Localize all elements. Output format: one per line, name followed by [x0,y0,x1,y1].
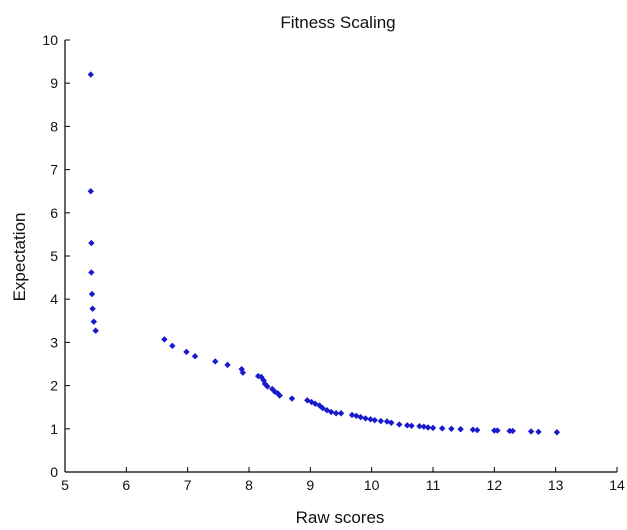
data-point [509,427,516,435]
data-point [473,426,481,434]
chart-title: Fitness Scaling [280,13,395,32]
y-tick-label: 6 [50,205,58,221]
data-point [348,411,356,419]
x-tick-label: 8 [245,477,253,493]
data-point [439,425,446,432]
data-point [88,239,95,247]
y-tick-label: 4 [50,291,58,307]
data-point [89,305,96,312]
data-point [357,413,364,421]
data-point [327,408,335,416]
data-point [88,290,96,298]
data-point [367,416,374,423]
data-point [169,342,176,350]
data-point [88,269,95,276]
data-point [332,410,340,417]
x-tick-label: 6 [122,477,130,493]
x-tick-label: 11 [426,477,441,493]
data-point [408,422,415,429]
data-point [161,336,168,343]
data-point [276,392,283,399]
data-points [87,71,561,436]
y-tick-label: 5 [50,248,58,264]
data-point [87,188,94,195]
y-tick-label: 2 [50,378,58,394]
y-axis-ticks: 0 1 2 3 4 5 6 7 8 9 10 [42,32,70,480]
x-tick-label: 12 [487,477,503,493]
data-point [183,348,190,356]
data-point [527,428,535,435]
data-point [494,427,501,434]
data-point [404,422,411,429]
y-tick-label: 3 [50,334,58,350]
x-tick-label: 5 [61,477,69,493]
data-point [448,425,455,432]
data-point [90,318,98,325]
data-point [87,71,94,78]
y-tick-label: 9 [50,75,58,91]
x-axis-ticks: 5 6 7 8 9 10 11 12 13 14 [61,467,625,493]
y-tick-label: 10 [42,32,58,48]
data-point [377,417,385,425]
data-point [457,426,464,433]
data-point [264,383,271,390]
data-point [469,426,477,433]
data-point [191,353,199,360]
data-point [319,404,326,412]
data-point [239,369,247,376]
data-point [92,327,99,334]
x-tick-label: 14 [609,477,625,493]
x-tick-label: 7 [184,477,192,493]
data-point [424,424,432,431]
data-point [416,423,423,430]
y-axis-label: Expectation [10,213,29,302]
data-point [362,415,369,422]
x-tick-label: 13 [548,477,564,493]
y-tick-label: 0 [50,464,58,480]
data-point [337,410,345,417]
data-point [535,428,542,436]
data-point [288,395,296,402]
x-tick-label: 9 [306,477,314,493]
y-tick-label: 8 [50,118,58,134]
y-tick-label: 7 [50,162,58,178]
data-point [212,358,219,365]
x-axis-label: Raw scores [296,508,385,527]
data-point [553,429,561,436]
y-tick-label: 1 [50,421,58,437]
data-point [224,361,231,369]
x-tick-label: 10 [364,477,380,493]
data-point [396,421,403,428]
data-point [429,424,437,432]
data-point [371,416,378,424]
data-point [420,423,427,430]
data-point [388,419,395,426]
